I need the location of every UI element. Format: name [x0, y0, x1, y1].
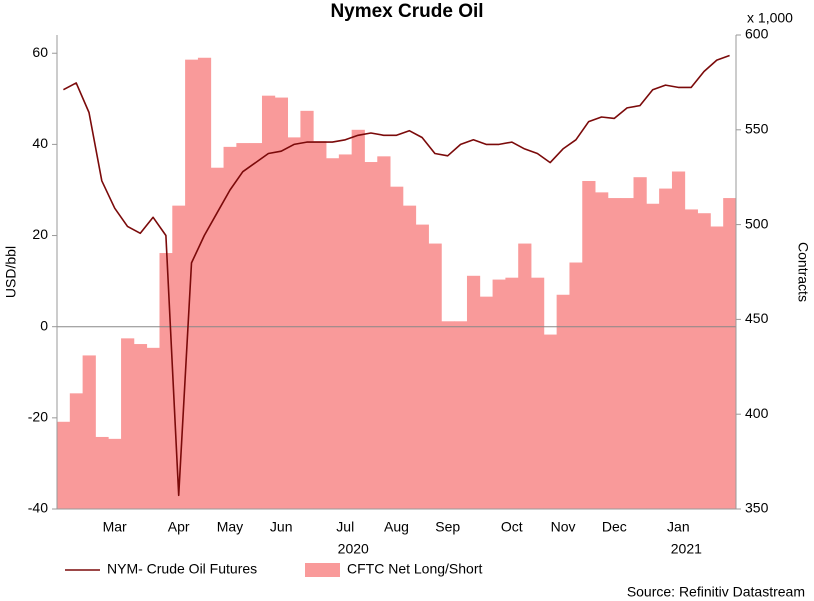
area-step	[57, 421, 71, 509]
area-step	[646, 203, 660, 509]
y2-tick-label: 500	[745, 215, 769, 231]
area-step	[595, 192, 609, 510]
area-step	[249, 143, 263, 509]
area-step	[620, 198, 634, 509]
x-tick-label: Aug	[384, 519, 409, 535]
y-tick-label: 40	[32, 135, 48, 151]
area-step	[185, 59, 199, 509]
y2-axis-label: Contracts	[795, 242, 811, 302]
x-tick-label: Apr	[168, 519, 190, 535]
area-step	[454, 321, 468, 509]
y2-tick-label: 600	[745, 26, 769, 42]
area-step	[492, 279, 506, 509]
x-tick-label: Mar	[103, 519, 127, 535]
y2-tick-label: 400	[745, 405, 769, 421]
y-tick-label: -40	[28, 500, 48, 516]
area-step	[556, 294, 570, 509]
area-step	[659, 188, 673, 510]
x-tick-label: Nov	[551, 519, 576, 535]
y-tick-label: 0	[40, 317, 48, 333]
y2-tick-label: 450	[745, 310, 769, 326]
area-step	[633, 177, 647, 509]
area-step	[274, 97, 289, 510]
area-step	[569, 262, 583, 509]
x-tick-label: May	[217, 519, 243, 535]
area-step	[466, 275, 481, 509]
area-step	[531, 277, 545, 509]
area-step	[133, 344, 148, 509]
area-step	[479, 296, 493, 509]
area-step	[313, 141, 327, 509]
area-step	[261, 95, 276, 509]
area-step	[82, 355, 96, 509]
area-step	[197, 57, 212, 509]
area-step	[415, 224, 429, 509]
legend-label: NYM- Crude Oil Futures	[107, 561, 257, 577]
area-step	[518, 243, 532, 509]
area-step	[287, 137, 301, 509]
x-tick-label: Jan	[667, 519, 690, 535]
area-step	[697, 213, 711, 509]
area-step	[582, 180, 596, 509]
area-step	[364, 162, 378, 510]
area-step	[223, 146, 237, 509]
area-step	[402, 205, 417, 509]
area-step	[146, 347, 160, 509]
area-step	[710, 226, 724, 509]
y-tick-label: 20	[32, 226, 48, 242]
area-step	[159, 253, 173, 509]
y-tick-label: -20	[28, 409, 48, 425]
area-step	[723, 198, 737, 509]
x-tick-label: Jun	[270, 519, 293, 535]
area-step	[607, 198, 622, 509]
area-step	[172, 205, 186, 509]
area-step	[505, 277, 519, 509]
y2-tick-label: 350	[745, 500, 769, 516]
area-step	[338, 154, 353, 509]
area-step	[441, 321, 455, 509]
area-step	[326, 158, 340, 510]
area-step	[377, 156, 391, 509]
chart-title: Nymex Crude Oil	[330, 1, 483, 22]
y-axis-label: USD/bbl	[3, 246, 19, 298]
area-step	[428, 243, 442, 509]
area-step	[108, 438, 122, 509]
y2-tick-label: 550	[745, 121, 769, 137]
legend-label: CFTC Net Long/Short	[347, 561, 482, 577]
area-step	[684, 209, 698, 509]
x-year-label: 2021	[671, 541, 702, 557]
area-step	[390, 186, 404, 509]
x-tick-label: Oct	[501, 519, 523, 535]
x-tick-label: Sep	[435, 519, 460, 535]
area-step	[210, 167, 224, 509]
area-step	[351, 129, 365, 510]
x-year-label: 2020	[338, 541, 369, 557]
legend-swatch	[305, 563, 340, 577]
y2-unit: x 1,000	[747, 10, 793, 26]
source: Source: Refinitiv Datastream	[627, 584, 805, 600]
area-step	[300, 110, 314, 509]
y-tick-label: 60	[32, 44, 48, 60]
x-tick-label: Jul	[336, 519, 354, 535]
line-series	[63, 54, 730, 497]
area-step	[95, 436, 109, 509]
area-step	[69, 393, 84, 509]
area-step	[121, 338, 135, 509]
area-step	[236, 143, 250, 509]
area-step	[543, 334, 558, 509]
x-tick-label: Dec	[602, 519, 627, 535]
area-step	[671, 171, 686, 509]
